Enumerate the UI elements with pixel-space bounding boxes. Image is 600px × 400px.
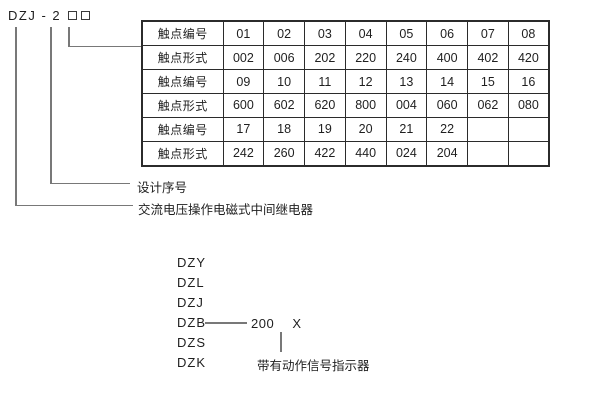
table-cell: 202 (304, 45, 346, 71)
table-cell: 19 (304, 116, 346, 142)
placeholder-box-icon (68, 11, 78, 20)
table-row: 触点形式 242 260 422 440 024 204 (141, 140, 550, 167)
callout-line-contacts-horizontal (68, 45, 141, 47)
table-cell: 204 (426, 140, 468, 167)
table-cell (507, 140, 550, 167)
table-cell: 600 (222, 92, 265, 118)
series-item-dzb: DZB (177, 315, 206, 330)
table-cell: 400 (426, 45, 468, 71)
table-cell: 09 (222, 69, 265, 94)
table-cell: 20 (344, 116, 387, 142)
indicator-connector-line (280, 332, 282, 352)
table-cell: 422 (304, 140, 346, 167)
model-code-text: DZJ - 2 (8, 8, 62, 23)
contact-lookup-table: 触点编号 01 02 03 04 05 06 07 08 触点形式 002 00… (141, 20, 550, 167)
callout-line-contacts-vertical (68, 27, 70, 47)
series-item-dzs: DZS (177, 335, 206, 350)
table-cell: 04 (344, 20, 387, 47)
table-cell: 15 (467, 69, 509, 94)
table-cell: 062 (467, 92, 509, 118)
table-cell: 240 (385, 45, 428, 71)
series-item-dzl: DZL (177, 275, 205, 290)
placeholder-box-icon (81, 11, 91, 20)
table-row: 触点编号 09 10 11 12 13 14 15 16 (141, 69, 550, 94)
table-row: 触点编号 01 02 03 04 05 06 07 08 (141, 20, 550, 47)
table-cell: 060 (426, 92, 468, 118)
row-label: 触点编号 (141, 20, 224, 47)
table-cell (467, 116, 509, 142)
table-row: 触点编号 17 18 19 20 21 22 (141, 116, 550, 142)
table-cell: 22 (426, 116, 468, 142)
table-cell: 16 (507, 69, 550, 94)
table-cell: 002 (222, 45, 265, 71)
table-cell: 14 (426, 69, 468, 94)
row-label: 触点形式 (141, 45, 224, 71)
table-cell: 18 (263, 116, 305, 142)
table-cell: 21 (385, 116, 428, 142)
design-serial-label: 设计序号 (137, 181, 188, 195)
callout-line-relay-type-horizontal (15, 204, 133, 206)
callout-line-serial-horizontal (50, 182, 130, 184)
table-cell: 07 (467, 20, 509, 47)
indicator-label: 带有动作信号指示器 (257, 359, 370, 373)
table-cell: 17 (222, 116, 265, 142)
table-cell: 220 (344, 45, 387, 71)
table-cell: 420 (507, 45, 550, 71)
table-cell (467, 140, 509, 167)
table-cell (507, 116, 550, 142)
table-cell: 800 (344, 92, 387, 118)
dzb-code-text: 200 X (251, 316, 302, 331)
callout-line-serial-vertical (50, 27, 52, 184)
row-label: 触点编号 (141, 69, 224, 94)
table-row: 触点形式 002 006 202 220 240 400 402 420 (141, 45, 550, 71)
table-cell: 06 (426, 20, 468, 47)
table-row: 触点形式 600 602 620 800 004 060 062 080 (141, 92, 550, 118)
table-cell: 260 (263, 140, 305, 167)
series-designation-list: DZY DZL DZJ DZB DZS DZK (177, 253, 206, 373)
relay-type-label: 交流电压操作电磁式中间继电器 (138, 203, 314, 217)
table-cell: 602 (263, 92, 305, 118)
table-cell: 024 (385, 140, 428, 167)
dzb-connector-line (205, 322, 247, 324)
table-cell: 03 (304, 20, 346, 47)
table-cell: 006 (263, 45, 305, 71)
model-code-header: DZJ - 2 (8, 8, 91, 23)
series-item-dzk: DZK (177, 355, 206, 370)
table-cell: 10 (263, 69, 305, 94)
row-label: 触点形式 (141, 92, 224, 118)
series-item-dzy: DZY (177, 255, 206, 270)
table-cell: 02 (263, 20, 305, 47)
row-label: 触点编号 (141, 116, 224, 142)
table-cell: 242 (222, 140, 265, 167)
table-cell: 12 (344, 69, 387, 94)
table-cell: 080 (507, 92, 550, 118)
series-item-dzj: DZJ (177, 295, 204, 310)
row-label: 触点形式 (141, 140, 224, 167)
table-cell: 620 (304, 92, 346, 118)
table-cell: 11 (304, 69, 346, 94)
callout-line-relay-type-vertical (15, 27, 17, 206)
table-cell: 05 (385, 20, 428, 47)
table-cell: 13 (385, 69, 428, 94)
table-cell: 08 (507, 20, 550, 47)
table-cell: 01 (222, 20, 265, 47)
table-cell: 402 (467, 45, 509, 71)
table-cell: 004 (385, 92, 428, 118)
table-cell: 440 (344, 140, 387, 167)
